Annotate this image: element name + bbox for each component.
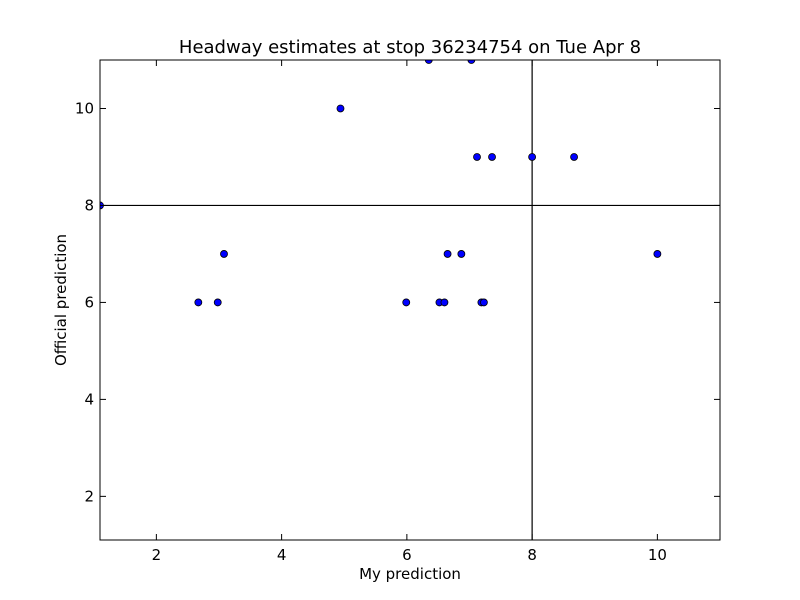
data-points bbox=[100, 60, 662, 307]
chart-title: Headway estimates at stop 36234754 on Tu… bbox=[179, 37, 641, 58]
data-point bbox=[479, 298, 488, 307]
data-point bbox=[488, 153, 496, 161]
data-point bbox=[653, 250, 662, 258]
data-point bbox=[443, 250, 452, 258]
data-point bbox=[457, 250, 466, 258]
y-axis-label: Official prediction bbox=[52, 234, 70, 366]
y-tick-label: 6 bbox=[84, 293, 94, 311]
data-point bbox=[194, 298, 203, 307]
data-point bbox=[440, 298, 449, 307]
data-point bbox=[467, 60, 476, 64]
data-point bbox=[528, 153, 537, 161]
y-tick-label: 10 bbox=[75, 99, 94, 117]
y-tick-label: 2 bbox=[84, 487, 94, 505]
data-point bbox=[402, 298, 411, 307]
x-tick-label: 8 bbox=[527, 546, 537, 564]
data-point bbox=[570, 153, 578, 161]
y-tick-label: 4 bbox=[84, 390, 94, 408]
x-tick-label: 4 bbox=[277, 546, 287, 564]
y-tick-label: 8 bbox=[84, 196, 94, 214]
plot-area: 2 4 6 8 10 2 4 6 8 10 bbox=[75, 59, 721, 564]
data-point bbox=[424, 60, 433, 64]
data-point bbox=[336, 104, 345, 113]
x-tick-label: 2 bbox=[152, 546, 162, 564]
plot-frame bbox=[99, 59, 721, 541]
data-point bbox=[473, 153, 481, 161]
x-tick-label: 10 bbox=[648, 546, 667, 564]
data-point bbox=[213, 298, 222, 307]
data-point bbox=[220, 250, 228, 258]
x-tick-label: 6 bbox=[402, 546, 412, 564]
x-axis-label: My prediction bbox=[359, 565, 461, 583]
